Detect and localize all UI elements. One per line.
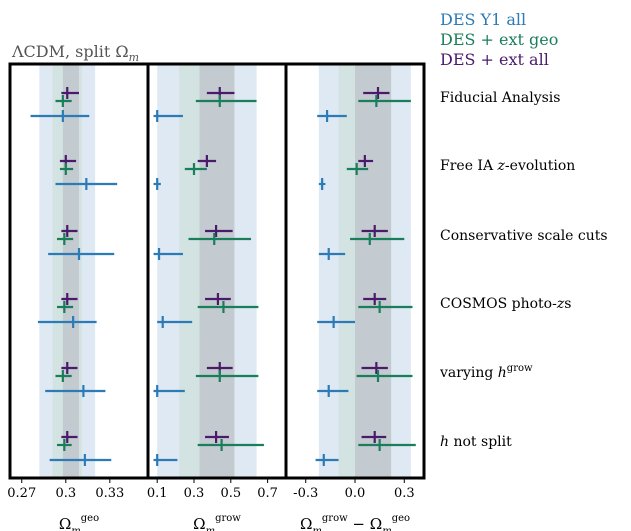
- x-axis-label: Ωmgrow: [193, 513, 241, 531]
- row-label-text: Conservative scale cuts: [440, 228, 608, 244]
- x-tick-label: 0.5: [220, 486, 241, 501]
- row-label-math: h: [498, 365, 507, 381]
- legend-entry: DES + ext geo: [440, 30, 558, 49]
- x-axis-label-part: Ω: [300, 515, 312, 531]
- row-label-math: z: [556, 296, 565, 312]
- legend-entry: DES Y1 all: [440, 10, 526, 29]
- x-tick-label: 0.27: [7, 486, 36, 501]
- x-tick-label: -0.3: [293, 486, 318, 501]
- row-label-text: -evolution: [505, 158, 575, 174]
- x-axis-label-part: grow: [322, 513, 348, 524]
- row-label: Conservative scale cuts: [440, 228, 608, 244]
- panel: 0.27 0.3 0.33: [7, 62, 150, 501]
- row-label-text: varying: [439, 365, 498, 381]
- row-label-text: not split: [449, 434, 512, 450]
- x-tick-label: 0.3: [184, 486, 205, 501]
- x-axis-label-part: geo: [392, 513, 410, 524]
- x-axis-label-part: m: [382, 526, 391, 531]
- row-label-text: Free IA: [440, 158, 498, 174]
- legend: DES Y1 all DES + ext geo DES + ext all: [440, 10, 558, 69]
- x-axis-label-part: grow: [215, 513, 241, 524]
- panels: 0.270.30.330.10.30.50.7-0.30.00.3ΩmgeoΩm…: [7, 62, 426, 531]
- x-axis-label-part: m: [206, 526, 215, 531]
- x-axis-label: Ωmgrow − Ωmgeo: [300, 513, 410, 531]
- title-subscript: m: [129, 51, 139, 64]
- chart-title: ΛCDM, split Ωm: [11, 42, 139, 64]
- x-axis-label-part: Ω: [59, 515, 71, 531]
- band-dark: [355, 64, 392, 478]
- x-tick-label: 0.3: [394, 486, 415, 501]
- row-label: Free IA z-evolution: [440, 158, 575, 174]
- row-label-text: COSMOS photo-: [440, 296, 557, 312]
- row-label: COSMOS photo-zs: [440, 296, 571, 312]
- row-label-math: h: [440, 434, 449, 450]
- row-label-superscript: grow: [507, 363, 533, 374]
- row-label: h not split: [440, 434, 512, 450]
- band-dark: [62, 64, 79, 478]
- x-axis-label-part: geo: [81, 513, 99, 524]
- row-label: varying hgrow: [439, 363, 533, 381]
- x-tick-label: 0.0: [345, 486, 366, 501]
- x-tick-label: 0.1: [147, 486, 168, 501]
- x-tick-label: 0.3: [55, 486, 76, 501]
- row-label: Fiducial Analysis: [440, 90, 560, 106]
- row-label-math: z: [497, 158, 506, 174]
- panel: -0.3 0.0 0.3: [284, 62, 426, 501]
- band-dark: [199, 64, 235, 478]
- x-axis-label-part: m: [312, 526, 321, 531]
- x-tick-label: 0.7: [257, 486, 278, 501]
- legend-entry: DES + ext all: [440, 50, 549, 69]
- x-tick-label: 0.33: [95, 486, 124, 501]
- row-label-text: Fiducial Analysis: [440, 90, 560, 106]
- title-main: ΛCDM, split Ω: [11, 42, 129, 61]
- panel: 0.1 0.3 0.5 0.7: [146, 62, 288, 501]
- x-axis-label: Ωmgeo: [59, 513, 99, 531]
- x-axis-label-part: − Ω: [348, 515, 383, 531]
- row-label-text: s: [564, 296, 571, 312]
- x-axis-label-part: m: [71, 526, 80, 531]
- x-axis-label-part: Ω: [193, 515, 205, 531]
